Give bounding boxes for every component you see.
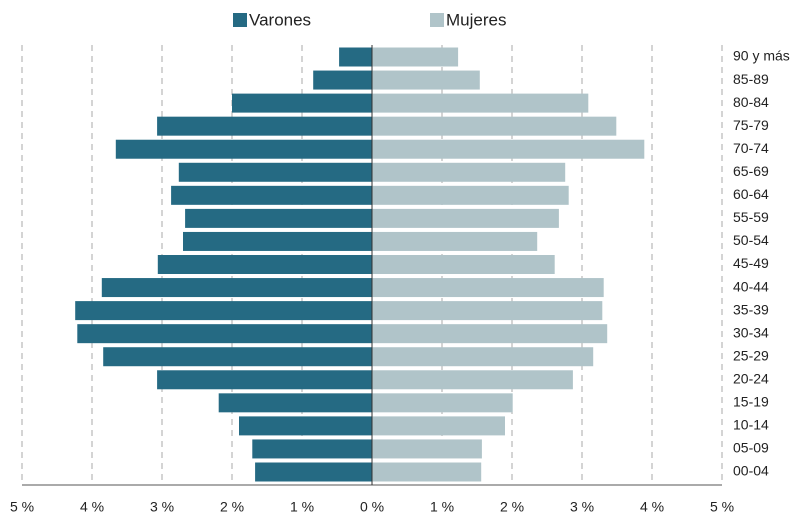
y-tick-label: 25-29 (733, 347, 769, 363)
bar (372, 324, 608, 344)
y-tick-label: 45-49 (733, 255, 769, 271)
bar (372, 70, 480, 90)
y-tick-label: 30-34 (733, 324, 769, 340)
bar (372, 278, 604, 298)
bar (77, 324, 373, 344)
bar (372, 93, 589, 113)
bar (75, 301, 372, 321)
y-tick-label: 90 y más (733, 48, 790, 64)
x-tick-label: 4 % (640, 499, 664, 515)
bar (255, 462, 372, 482)
y-tick-label: 55-59 (733, 209, 769, 225)
bar (157, 255, 372, 274)
y-tick-label: 70-74 (733, 140, 769, 156)
bar (372, 347, 594, 367)
bar (372, 162, 566, 182)
x-tick-label: 2 % (500, 499, 524, 515)
x-tick-label: 3 % (570, 499, 594, 515)
y-tick-label: 10-14 (733, 417, 769, 433)
bar (372, 255, 555, 274)
bar (372, 116, 617, 136)
bar (232, 93, 372, 113)
legend-swatch (233, 13, 247, 27)
y-tick-label: 50-54 (733, 232, 769, 248)
bar (372, 370, 573, 390)
bar (178, 162, 372, 182)
bar (313, 70, 372, 90)
bar (239, 416, 372, 436)
x-tick-label: 5 % (10, 499, 34, 515)
legend-label: Varones (249, 10, 311, 29)
bar (115, 139, 373, 159)
legend-label: Mujeres (446, 10, 506, 29)
y-tick-label: 00-04 (733, 463, 769, 479)
bar (183, 231, 372, 251)
bar (372, 139, 645, 159)
bar (252, 439, 372, 459)
bar (101, 278, 373, 298)
y-tick-label: 35-39 (733, 301, 769, 317)
bar (372, 393, 513, 413)
y-tick-label: 80-84 (733, 94, 769, 110)
x-tick-label: 2 % (220, 499, 244, 515)
y-tick-label: 05-09 (733, 440, 769, 456)
y-tick-label: 85-89 (733, 71, 769, 87)
bar (157, 370, 372, 390)
bar (372, 462, 482, 482)
bar (372, 416, 505, 436)
bar (185, 208, 372, 228)
x-tick-label: 0 % (360, 499, 384, 515)
bar (157, 116, 372, 136)
y-tick-label: 20-24 (733, 370, 769, 386)
x-tick-label: 5 % (710, 499, 734, 515)
x-tick-label: 4 % (80, 499, 104, 515)
bar (339, 47, 372, 67)
bar (372, 208, 559, 228)
bar (372, 231, 538, 251)
y-tick-label: 60-64 (733, 186, 769, 202)
x-tick-label: 1 % (290, 499, 314, 515)
bar (103, 347, 372, 367)
y-tick-label: 15-19 (733, 394, 769, 410)
bar (372, 47, 459, 67)
y-tick-label: 40-44 (733, 278, 769, 294)
bar (218, 393, 372, 413)
legend-swatch (430, 13, 444, 27)
bar (372, 439, 482, 459)
bar (171, 185, 372, 205)
bar (372, 185, 569, 205)
y-tick-label: 65-69 (733, 163, 769, 179)
x-tick-label: 3 % (150, 499, 174, 515)
x-tick-label: 1 % (430, 499, 454, 515)
y-tick-label: 75-79 (733, 117, 769, 133)
bar (372, 301, 603, 321)
